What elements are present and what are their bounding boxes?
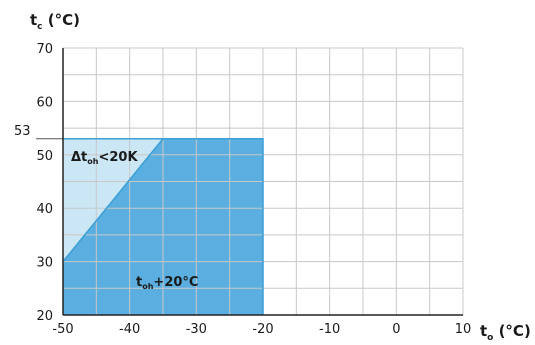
y-tick-label: 20 (36, 309, 53, 324)
region-label-toh: toh+20°C (136, 275, 198, 291)
y-tick-label: 30 (36, 256, 53, 271)
x-tick-label: -10 (319, 322, 340, 337)
y-tick-label: 70 (36, 42, 53, 57)
y-tick-label: 50 (36, 149, 53, 164)
x-tick-label: -50 (52, 322, 73, 337)
y-axis-title: tc (°C) (30, 11, 80, 32)
region-boundary (62, 138, 264, 315)
region-label-delta-toh: Δtoh<20K (71, 150, 138, 166)
x-tick-label: -30 (186, 322, 207, 337)
x-tick-label: 10 (455, 322, 472, 337)
overlays (36, 48, 463, 316)
x-tick-label: -20 (252, 322, 273, 337)
y-tick-label: 40 (36, 202, 53, 217)
tick-labels: -50 -40 -30 -20 -10 0 10 20 30 40 50 60 70 53 (14, 42, 471, 337)
x-axis-title: to (°C) (480, 322, 531, 343)
y-tick-label: 60 (36, 95, 53, 110)
x-tick-label: 0 (392, 322, 400, 337)
y-tick-label-53: 53 (14, 124, 31, 139)
x-tick-label: -40 (119, 322, 140, 337)
